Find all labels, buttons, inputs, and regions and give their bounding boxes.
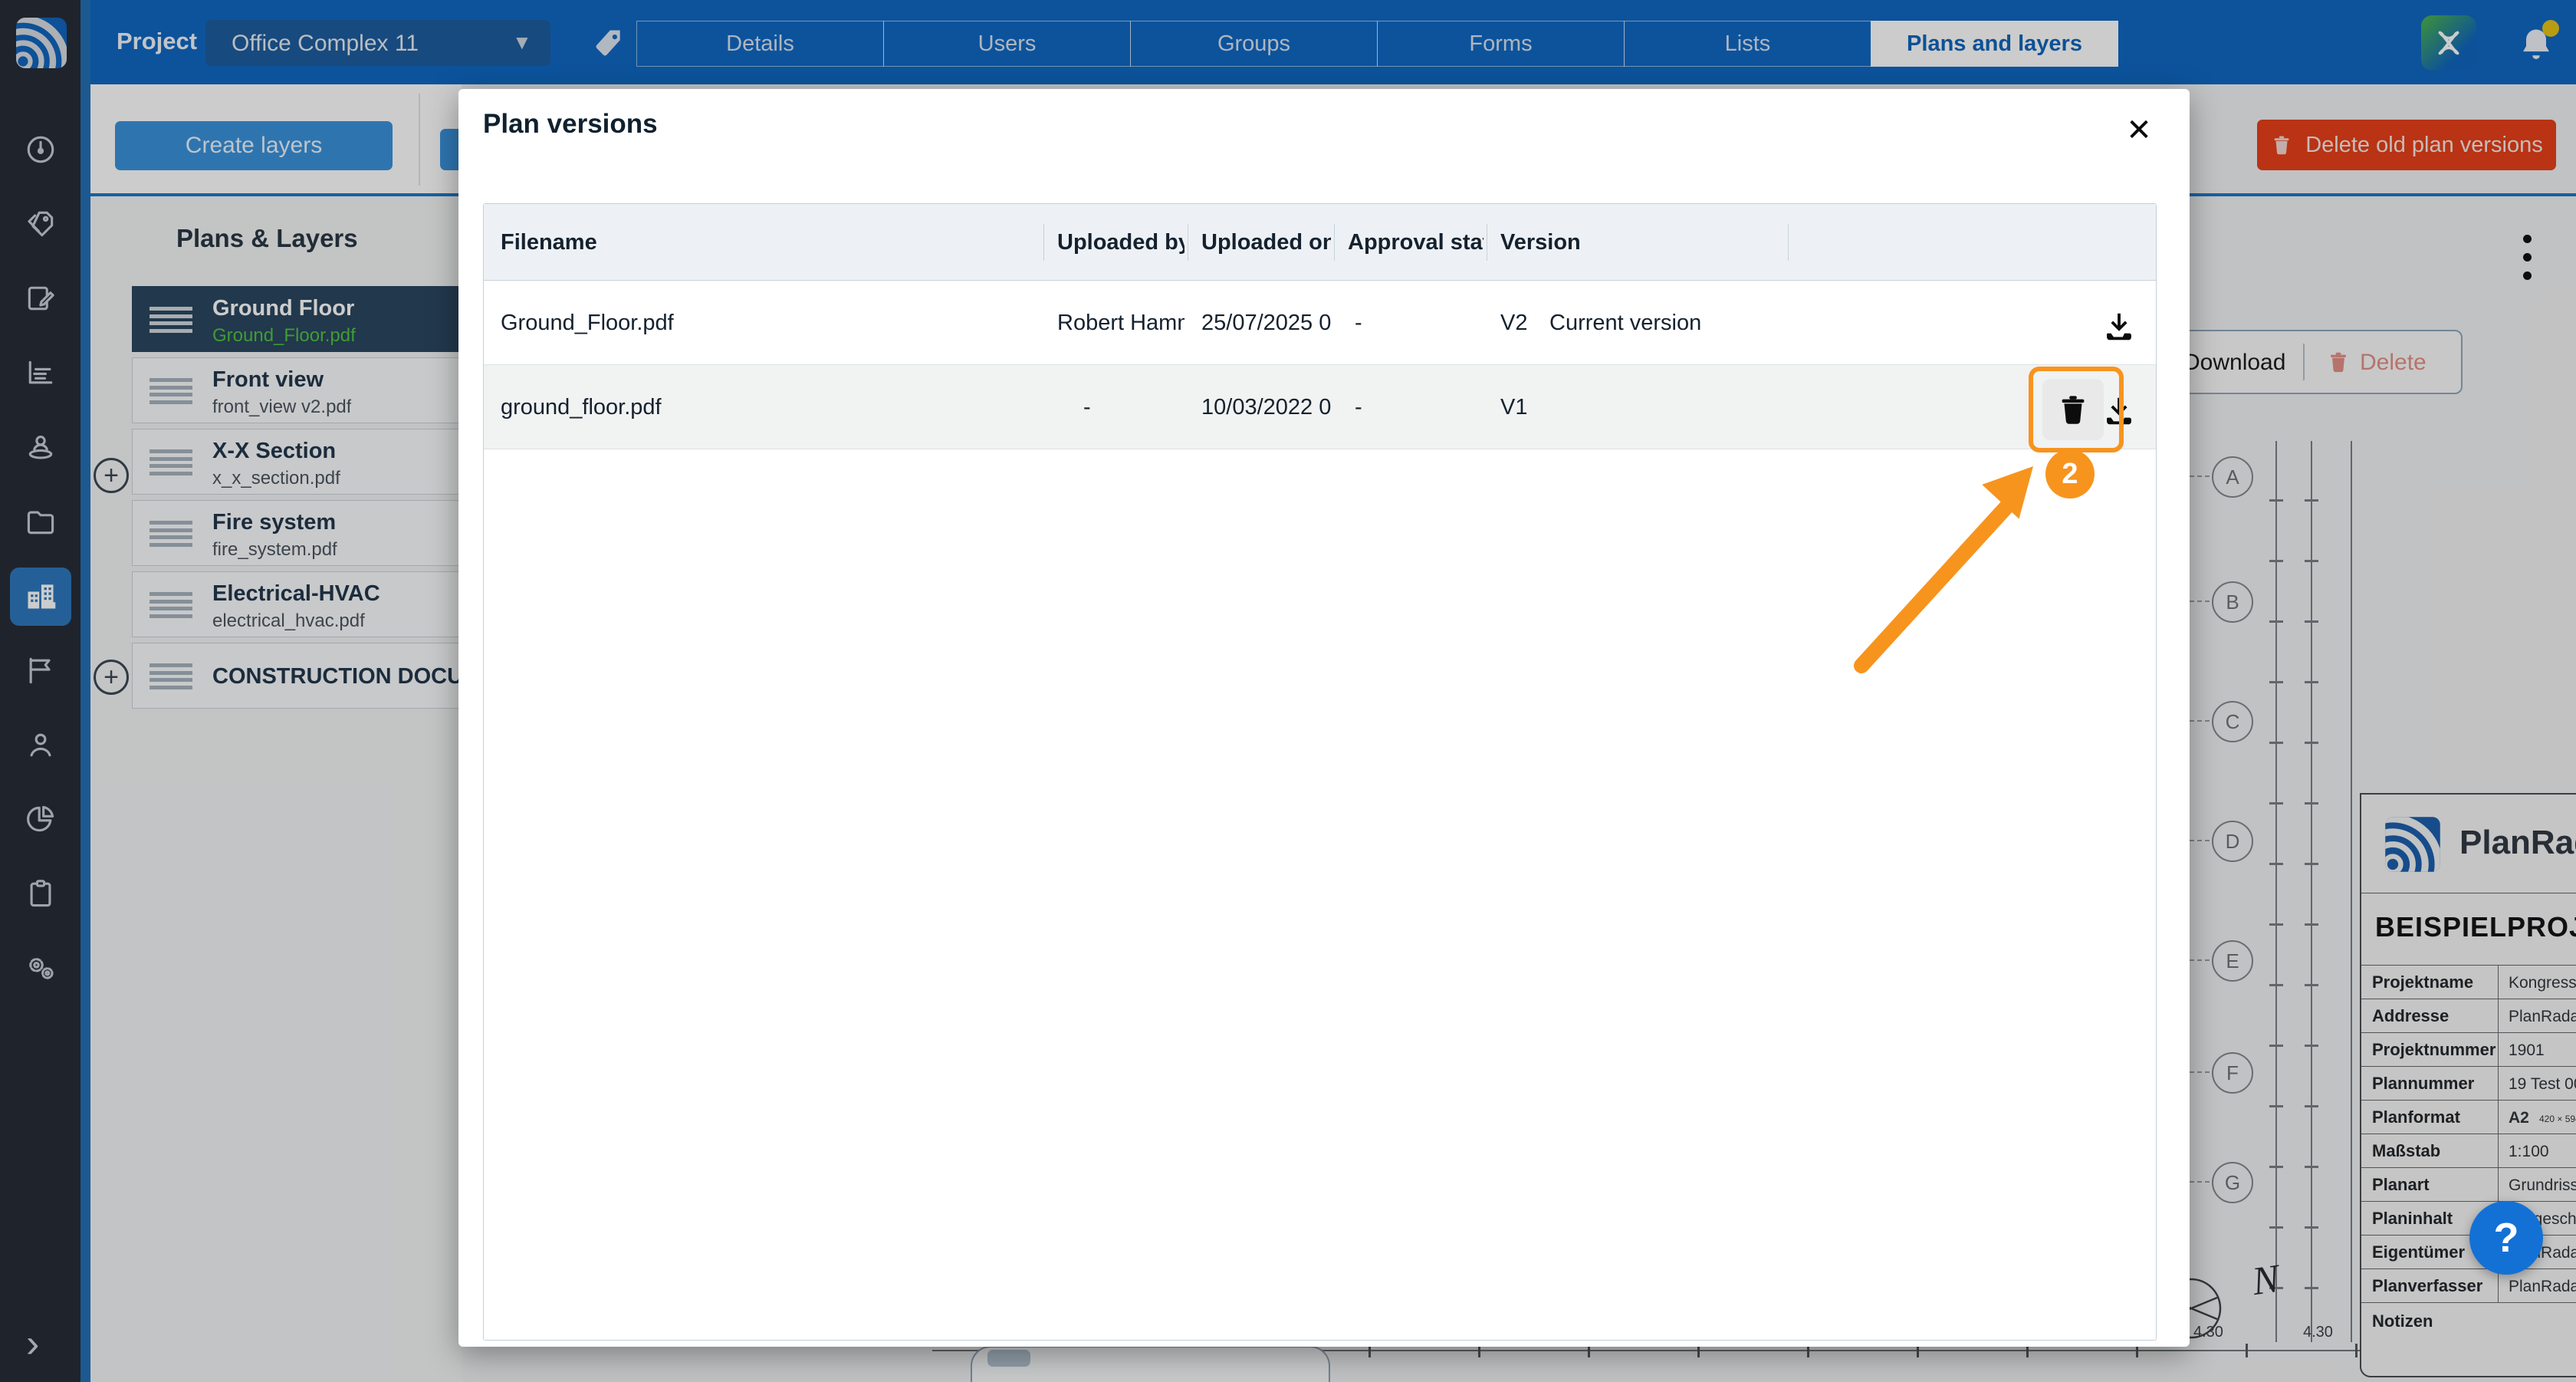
planradar-logo-icon	[2385, 817, 2440, 872]
delete-version-button[interactable]	[2042, 379, 2104, 440]
plan-item-ground-floor[interactable]: Ground Floor Ground_Floor.pdf	[132, 286, 462, 352]
table-header: Filename Uploaded by Uploaded on Approva…	[484, 204, 2156, 281]
sidebar-item-tags[interactable]	[23, 206, 58, 242]
toolbar-divider	[419, 94, 420, 186]
drag-handle-icon[interactable]	[150, 307, 192, 333]
plan-item-front-view[interactable]: Front view front_view v2.pdf	[132, 357, 462, 423]
plan-item-xx-section[interactable]: X-X Section x_x_section.pdf	[132, 429, 462, 495]
close-icon[interactable]: ✕	[2126, 114, 2152, 147]
grid-marker: D	[2212, 821, 2253, 862]
sidebar-item-contacts[interactable]	[23, 727, 58, 762]
project-dropdown-value[interactable]: Office Complex 11	[232, 31, 419, 56]
sidebar-item-settings[interactable]	[23, 950, 58, 985]
delete-old-plan-versions-button[interactable]: Delete old plan versions	[2257, 120, 2556, 170]
sidebar-expand-chevron-icon[interactable]: ›	[26, 1321, 40, 1366]
col-approval-status: Approval status	[1348, 230, 1484, 255]
toolbar-divider	[2303, 344, 2305, 380]
drag-handle-icon[interactable]	[150, 378, 192, 404]
sidebar-item-dashboard[interactable]	[23, 132, 58, 167]
drag-handle-icon[interactable]	[150, 521, 192, 547]
sidebar-item-statistics[interactable]	[23, 355, 58, 390]
project-tabs: Details Users Groups Forms Lists Plans a…	[636, 21, 2118, 67]
chevron-down-icon[interactable]: ▼	[512, 31, 532, 54]
col-filename: Filename	[501, 230, 597, 255]
download-plan-button[interactable]: Download	[2183, 350, 2286, 375]
sidebar-item-flags[interactable]	[23, 653, 58, 688]
grid-marker: F	[2212, 1052, 2253, 1094]
table-row[interactable]: Ground_Floor.pdf Robert Hamm 25/07/2025 …	[484, 281, 2156, 365]
sidebar-active-highlight	[10, 568, 71, 626]
tab-lists[interactable]: Lists	[1624, 21, 1871, 67]
drag-handle-icon[interactable]	[150, 663, 192, 689]
grid-marker: B	[2212, 581, 2253, 623]
planradar-logo-icon[interactable]	[14, 14, 69, 72]
sidebar-accent-strip	[80, 0, 90, 1382]
title-block-project: BEISPIELPROJEKT	[2375, 911, 2576, 943]
col-version: Version	[1500, 230, 1581, 255]
create-layers-button[interactable]: Create layers	[115, 121, 393, 170]
trash-icon	[2331, 352, 2346, 373]
sidebar-item-tickets[interactable]	[23, 281, 58, 316]
plan-item-fire-system[interactable]: Fire system fire_system.pdf	[132, 500, 462, 566]
sidebar-item-site-inspection[interactable]	[23, 429, 58, 465]
sidebar-item-reports[interactable]	[23, 801, 58, 837]
modal-title: Plan versions	[483, 109, 658, 139]
add-plan-button[interactable]: +	[94, 660, 129, 695]
tag-icon[interactable]	[592, 26, 626, 64]
plans-layers-heading: Plans & Layers	[176, 224, 358, 252]
add-plan-button[interactable]: +	[94, 458, 129, 493]
tutorial-step-badge: 2	[2045, 449, 2095, 499]
grid-marker: G	[2212, 1162, 2253, 1203]
drag-handle-icon[interactable]	[150, 449, 192, 475]
viewer-bottom-control[interactable]	[971, 1346, 1330, 1382]
table-row[interactable]: ground_floor.pdf - 10/03/2022 0 - V1	[484, 365, 2156, 449]
project-dropdown[interactable]	[205, 20, 550, 66]
trash-icon	[2062, 396, 2085, 424]
tab-groups[interactable]: Groups	[1130, 21, 1378, 67]
planradar-wordmark: PlanRadar	[2459, 824, 2576, 861]
help-button[interactable]: ?	[2469, 1201, 2543, 1275]
plan-versions-table: Filename Uploaded by Uploaded on Approva…	[483, 203, 2157, 1341]
plan-title-block: PlanRadar BEISPIELPROJEKT Projektname Ko…	[2360, 793, 2576, 1377]
more-options-kebab-icon[interactable]	[2519, 235, 2535, 288]
col-uploaded-by: Uploaded by	[1057, 230, 1184, 255]
plan-item-electrical-hvac[interactable]: Electrical-HVAC electrical_hvac.pdf	[132, 571, 462, 637]
drag-handle-icon[interactable]	[150, 592, 192, 618]
notifications-bell-icon[interactable]	[2516, 23, 2556, 66]
grid-marker: E	[2212, 940, 2253, 982]
plan-versions-modal: Plan versions ✕ Filename Uploaded by Upl…	[458, 89, 2190, 1347]
sidebar-item-tasks[interactable]	[23, 876, 58, 911]
col-uploaded-on: Uploaded on	[1201, 230, 1331, 255]
tab-forms[interactable]: Forms	[1377, 21, 1625, 67]
sidebar-item-documents[interactable]	[23, 504, 58, 539]
grid-marker: C	[2212, 701, 2253, 742]
plan-item-construction-docu[interactable]: CONSTRUCTION DOCU	[132, 643, 463, 709]
tab-plans-and-layers[interactable]: Plans and layers	[1871, 21, 2118, 67]
tab-users[interactable]: Users	[883, 21, 1131, 67]
delete-plan-button[interactable]: Delete	[2360, 350, 2426, 375]
main-sidebar	[0, 0, 80, 1382]
tutorial-arrow	[1825, 429, 2085, 683]
notification-dot	[2542, 20, 2559, 37]
project-label: Project	[117, 28, 198, 54]
grid-marker: A	[2212, 456, 2253, 498]
app-switcher-icon[interactable]	[2421, 15, 2476, 71]
download-version-icon[interactable]	[2101, 308, 2137, 345]
sidebar-item-projects[interactable]	[23, 578, 58, 614]
